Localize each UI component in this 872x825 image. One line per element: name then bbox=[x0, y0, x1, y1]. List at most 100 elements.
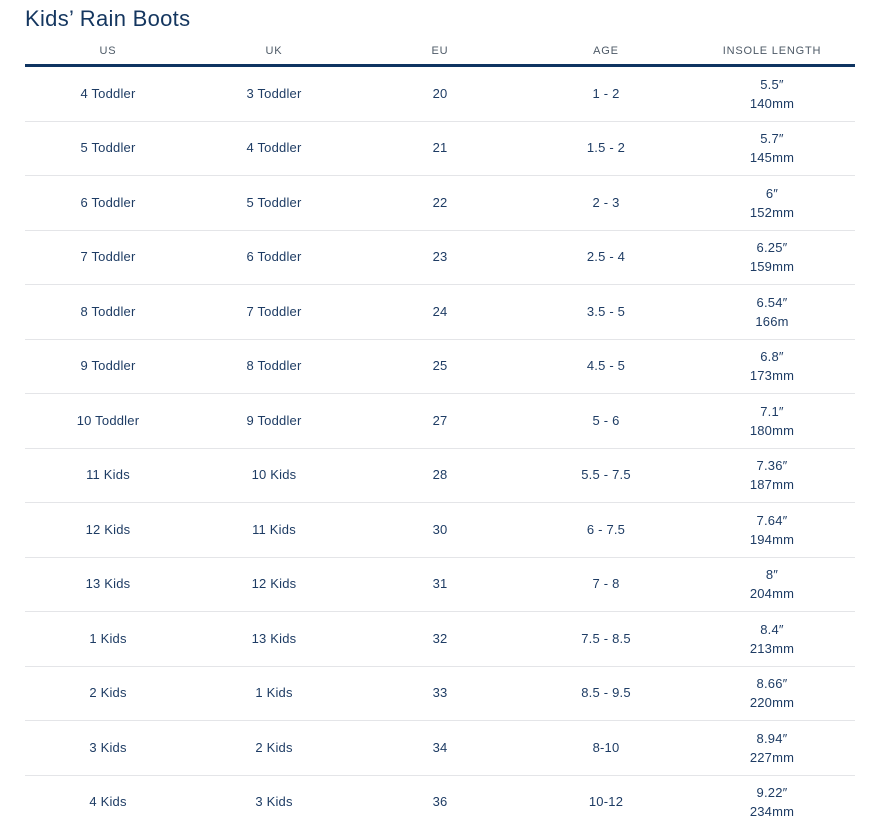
insole-inches-value: 9.22″ bbox=[756, 785, 788, 801]
insole-mm-value: 159mm bbox=[749, 259, 795, 275]
page-title: Kids’ Rain Boots bbox=[25, 6, 191, 31]
insole-inches-value: 8.94″ bbox=[756, 730, 788, 746]
column-header-insole: INSOLE LENGTH bbox=[722, 45, 822, 57]
insole-mm-value: 145mm bbox=[749, 150, 795, 166]
table-row: 6 Toddler 5 Toddler 22 2 - 3 6″ 152mm bbox=[25, 176, 855, 231]
insole-inches-value: 6″ bbox=[765, 185, 779, 201]
table-row: 11 Kids 10 Kids 28 5.5 - 7.5 7.36″ 187mm bbox=[25, 449, 855, 503]
table-body: 4 Toddler 3 Toddler 20 1 - 2 5.5″ 140mm … bbox=[25, 67, 855, 825]
insole-length-cell: 8.4″ 213mm bbox=[689, 620, 855, 658]
uk-size-cell: 1 Kids bbox=[255, 685, 293, 701]
insole-mm-value: 220mm bbox=[749, 695, 795, 711]
uk-size-cell: 8 Toddler bbox=[246, 358, 302, 374]
uk-size-cell: 4 Toddler bbox=[246, 140, 302, 156]
age-cell: 2.5 - 4 bbox=[586, 249, 626, 265]
insole-inches-value: 5.5″ bbox=[760, 76, 784, 92]
insole-inches-value: 8.4″ bbox=[760, 621, 784, 637]
uk-size-cell: 12 Kids bbox=[251, 576, 297, 592]
insole-inches-value: 8″ bbox=[765, 567, 779, 583]
eu-size-cell: 22 bbox=[432, 194, 448, 210]
table-row: 4 Toddler 3 Toddler 20 1 - 2 5.5″ 140mm bbox=[25, 67, 855, 122]
age-cell: 6 - 7.5 bbox=[586, 521, 626, 537]
age-cell: 7.5 - 8.5 bbox=[581, 630, 631, 646]
eu-size-cell: 21 bbox=[432, 140, 448, 156]
insole-length-cell: 9.22″ 234mm bbox=[689, 783, 855, 821]
table-row: 10 Toddler 9 Toddler 27 5 - 6 7.1″ 180mm bbox=[25, 394, 855, 449]
us-size-cell: 4 Toddler bbox=[80, 85, 136, 101]
insole-inches-value: 7.1″ bbox=[760, 403, 784, 419]
eu-size-cell: 25 bbox=[432, 358, 448, 374]
uk-size-cell: 13 Kids bbox=[251, 630, 297, 646]
uk-size-cell: 11 Kids bbox=[252, 521, 296, 537]
table-row: 4 Kids 3 Kids 36 10-12 9.22″ 234mm bbox=[25, 776, 855, 825]
insole-inches-value: 6.54″ bbox=[756, 294, 788, 310]
insole-length-cell: 8.94″ 227mm bbox=[689, 729, 855, 767]
uk-size-cell: 5 Toddler bbox=[246, 194, 302, 210]
uk-size-cell: 2 Kids bbox=[255, 739, 293, 755]
table-row: 7 Toddler 6 Toddler 23 2.5 - 4 6.25″ 159… bbox=[25, 231, 855, 285]
eu-size-cell: 24 bbox=[432, 303, 448, 319]
us-size-cell: 8 Toddler bbox=[80, 303, 136, 319]
us-size-cell: 2 Kids bbox=[89, 685, 127, 701]
age-cell: 5.5 - 7.5 bbox=[581, 467, 631, 483]
us-size-cell: 11 Kids bbox=[86, 467, 130, 483]
insole-inches-value: 5.7″ bbox=[760, 131, 784, 147]
column-header-eu: EU bbox=[431, 45, 449, 57]
us-size-cell: 10 Toddler bbox=[76, 412, 140, 428]
insole-mm-value: 194mm bbox=[749, 531, 795, 547]
insole-length-cell: 5.5″ 140mm bbox=[689, 75, 855, 113]
column-header-uk: UK bbox=[265, 45, 283, 57]
table-row: 2 Kids 1 Kids 33 8.5 - 9.5 8.66″ 220mm bbox=[25, 667, 855, 721]
age-cell: 3.5 - 5 bbox=[586, 303, 626, 319]
eu-size-cell: 32 bbox=[432, 630, 448, 646]
age-cell: 8.5 - 9.5 bbox=[581, 685, 631, 701]
uk-size-cell: 10 Kids bbox=[251, 467, 297, 483]
uk-size-cell: 3 Toddler bbox=[246, 85, 302, 101]
eu-size-cell: 20 bbox=[432, 85, 448, 101]
insole-mm-value: 152mm bbox=[749, 204, 795, 220]
eu-size-cell: 30 bbox=[432, 521, 448, 537]
eu-size-cell: 28 bbox=[432, 467, 448, 483]
insole-inches-value: 7.64″ bbox=[756, 512, 788, 528]
age-cell: 2 - 3 bbox=[592, 194, 620, 210]
us-size-cell: 9 Toddler bbox=[80, 358, 136, 374]
table-row: 13 Kids 12 Kids 31 7 - 8 8″ 204mm bbox=[25, 558, 855, 612]
table-row: 3 Kids 2 Kids 34 8-10 8.94″ 227mm bbox=[25, 721, 855, 776]
table-row: 9 Toddler 8 Toddler 25 4.5 - 5 6.8″ 173m… bbox=[25, 340, 855, 394]
insole-mm-value: 180mm bbox=[749, 422, 795, 438]
insole-length-cell: 6″ 152mm bbox=[689, 184, 855, 222]
table-row: 1 Kids 13 Kids 32 7.5 - 8.5 8.4″ 213mm bbox=[25, 612, 855, 667]
eu-size-cell: 34 bbox=[432, 739, 448, 755]
insole-mm-value: 140mm bbox=[749, 95, 795, 111]
uk-size-cell: 7 Toddler bbox=[246, 303, 302, 319]
insole-length-cell: 6.8″ 173mm bbox=[689, 347, 855, 385]
insole-length-cell: 7.64″ 194mm bbox=[689, 511, 855, 549]
insole-mm-value: 173mm bbox=[749, 368, 795, 384]
us-size-cell: 12 Kids bbox=[85, 521, 131, 537]
insole-length-cell: 6.25″ 159mm bbox=[689, 238, 855, 276]
age-cell: 1.5 - 2 bbox=[586, 140, 626, 156]
eu-size-cell: 36 bbox=[432, 794, 448, 810]
eu-size-cell: 27 bbox=[432, 412, 448, 428]
age-cell: 1 - 2 bbox=[592, 85, 620, 101]
age-cell: 7 - 8 bbox=[592, 576, 620, 592]
insole-mm-value: 213mm bbox=[749, 640, 795, 656]
insole-mm-value: 234mm bbox=[749, 804, 795, 820]
insole-inches-value: 6.25″ bbox=[756, 240, 788, 256]
insole-mm-value: 166m bbox=[755, 313, 789, 329]
insole-mm-value: 227mm bbox=[749, 749, 795, 765]
column-header-age: AGE bbox=[593, 45, 619, 57]
age-cell: 5 - 6 bbox=[592, 412, 620, 428]
us-size-cell: 13 Kids bbox=[85, 576, 131, 592]
age-cell: 8-10 bbox=[592, 739, 620, 755]
us-size-cell: 1 Kids bbox=[89, 630, 127, 646]
age-cell: 4.5 - 5 bbox=[586, 358, 626, 374]
us-size-cell: 4 Kids bbox=[89, 794, 127, 810]
insole-length-cell: 6.54″ 166m bbox=[689, 293, 855, 331]
insole-length-cell: 5.7″ 145mm bbox=[689, 129, 855, 167]
us-size-cell: 6 Toddler bbox=[80, 194, 136, 210]
table-row: 5 Toddler 4 Toddler 21 1.5 - 2 5.7″ 145m… bbox=[25, 122, 855, 176]
age-cell: 10-12 bbox=[588, 794, 624, 810]
uk-size-cell: 6 Toddler bbox=[246, 249, 302, 265]
